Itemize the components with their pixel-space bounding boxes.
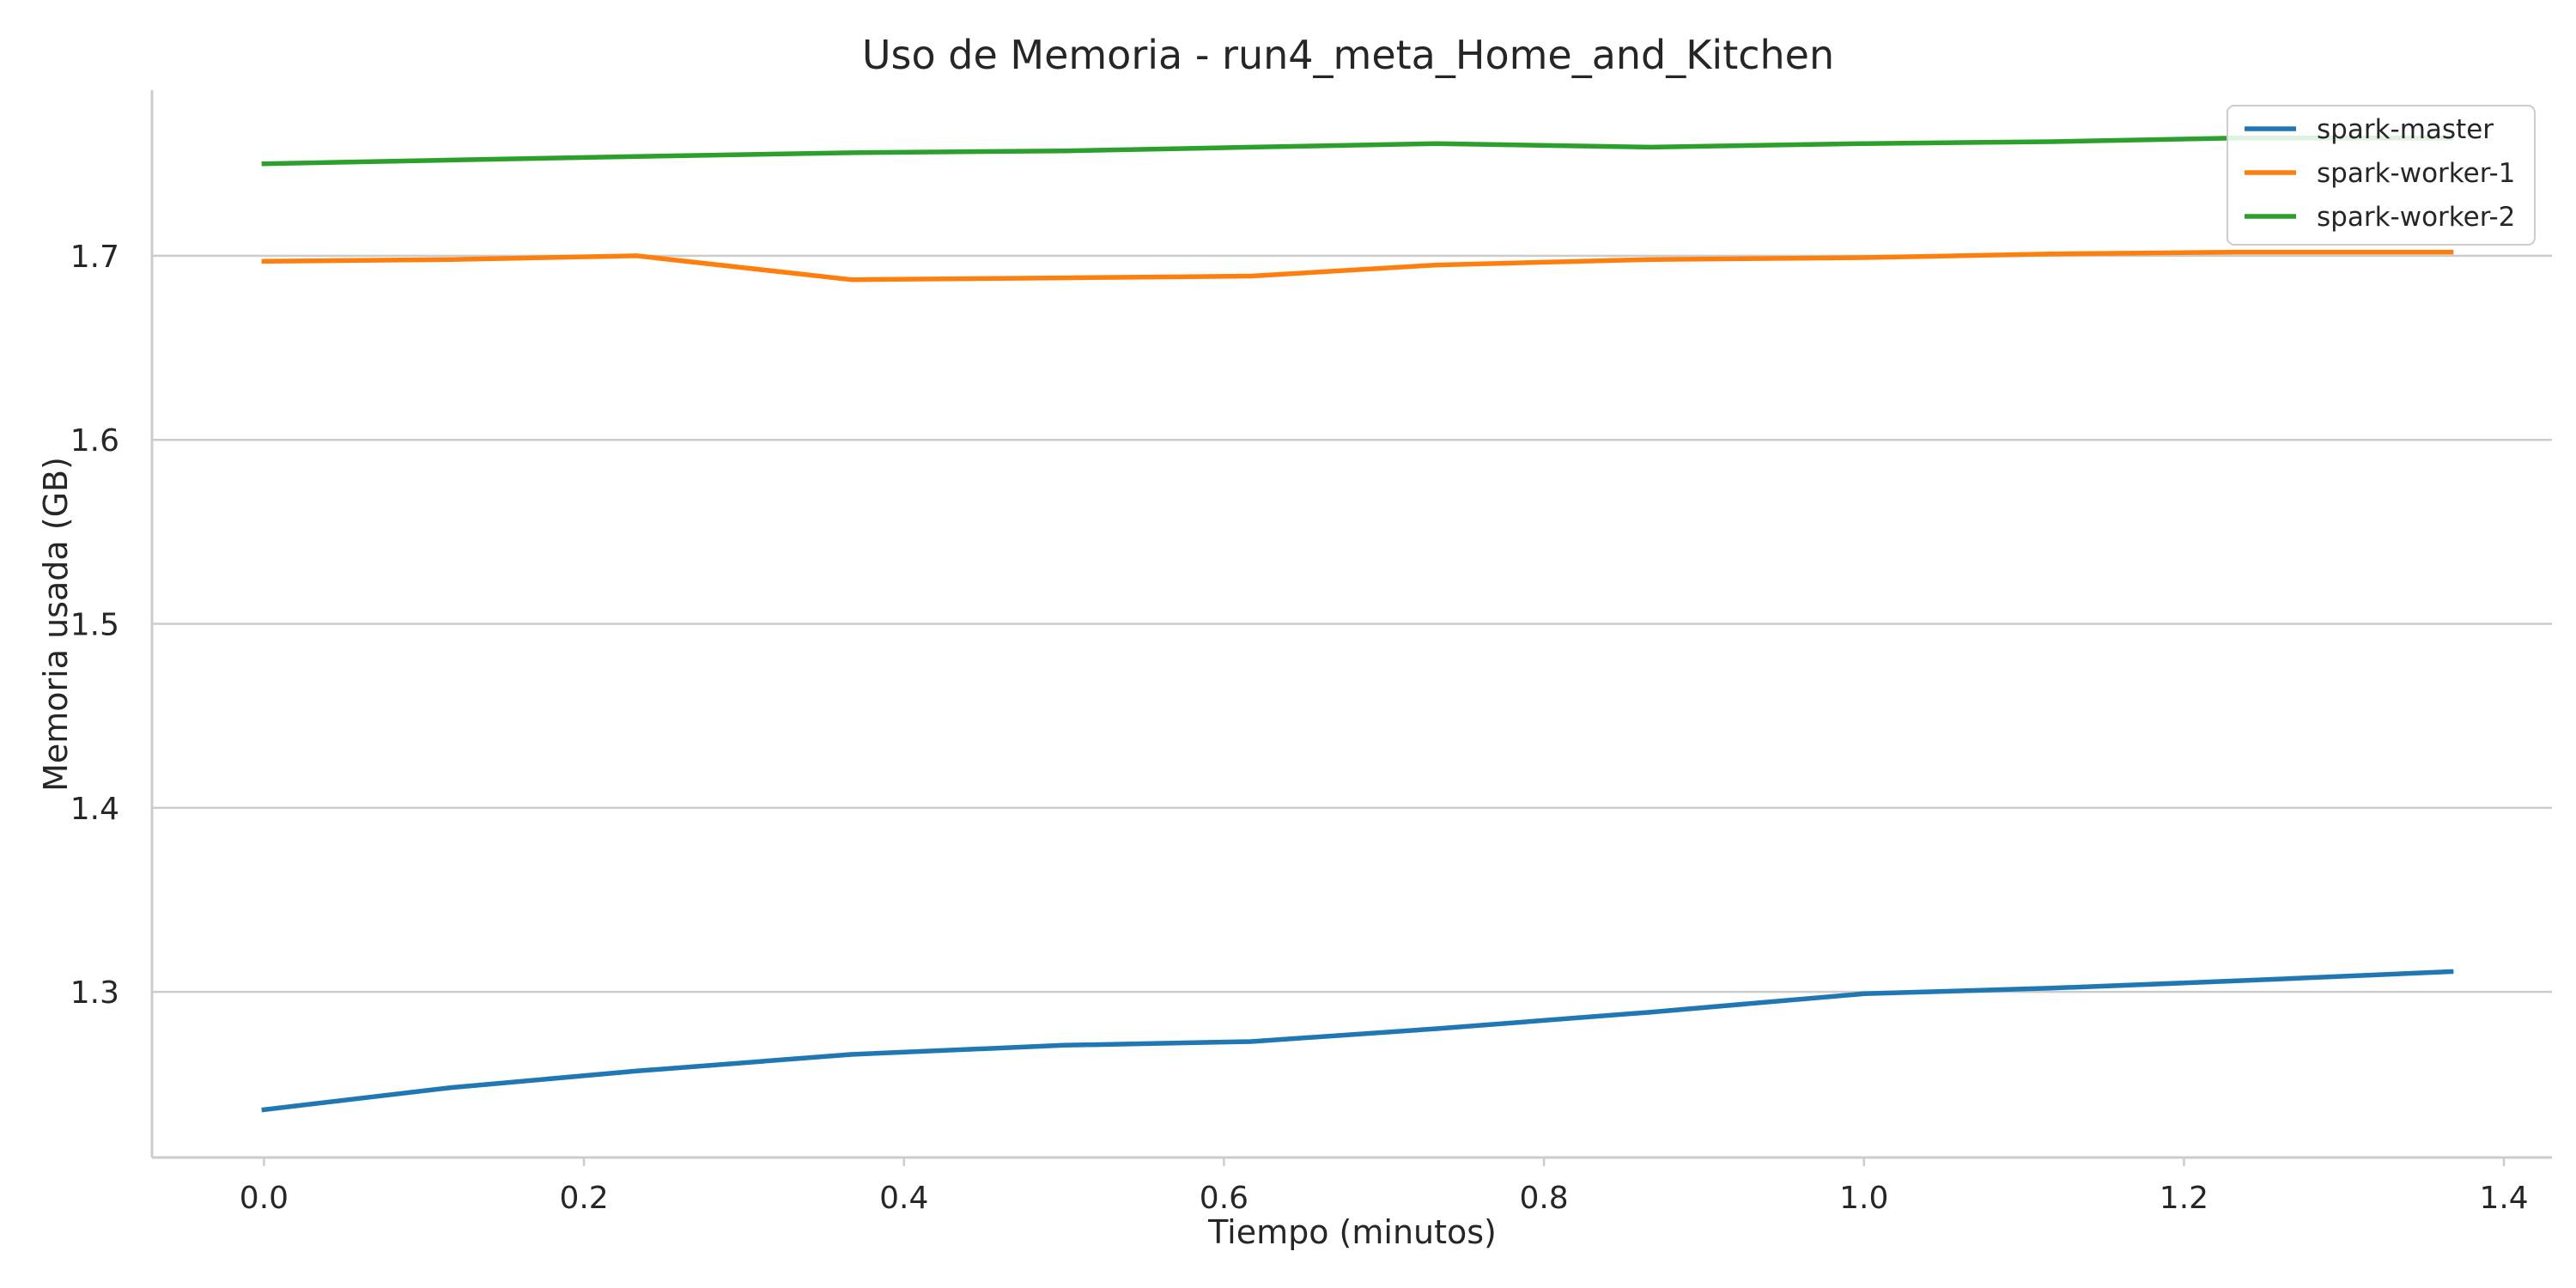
legend: spark-master spark-worker-1 spark-worker-2 [2227, 105, 2536, 246]
x-tick-label: 0.6 [1200, 1181, 1249, 1216]
series-line-spark-worker-1 [261, 249, 2454, 283]
x-tick-label: 1.0 [1839, 1181, 1888, 1216]
x-tick-label: 0.0 [240, 1181, 289, 1216]
grid-lines [152, 254, 2552, 993]
y-tick-label: 1.7 [70, 240, 119, 275]
x-tick-label: 1.4 [2479, 1181, 2528, 1216]
legend-label-spark-worker-1: spark-worker-1 [2317, 158, 2515, 189]
legend-label-spark-master: spark-master [2317, 114, 2494, 145]
x-tick-label: 1.2 [2160, 1181, 2208, 1216]
y-axis-ticks: 1.3 1.4 1.5 1.6 1.7 [70, 240, 119, 1011]
x-tick-label: 0.8 [1519, 1181, 1568, 1216]
y-tick-label: 1.6 [70, 423, 119, 459]
y-axis-label: Memoria usada (GB) [37, 457, 75, 792]
y-tick-label: 1.4 [70, 792, 119, 827]
x-axis-label: Tiempo (minutos) [1207, 1213, 1497, 1251]
x-tick-label: 0.2 [559, 1181, 608, 1216]
legend-frame [2227, 105, 2536, 246]
legend-label-spark-worker-2: spark-worker-2 [2317, 202, 2515, 233]
series-line-spark-master [261, 969, 2454, 1113]
series-lines [261, 135, 2454, 1113]
series-line-spark-worker-2 [261, 135, 2454, 167]
y-tick-label: 1.3 [70, 975, 119, 1011]
x-tick-label: 0.4 [879, 1181, 928, 1216]
legend-items: spark-master spark-worker-1 spark-worker-2 [2245, 114, 2515, 233]
x-axis-ticks: 0.0 0.2 0.4 0.6 0.8 1.0 1.2 1.4 [240, 1157, 2529, 1216]
y-tick-label: 1.5 [70, 608, 119, 643]
chart-title: Uso de Memoria - run4_meta_Home_and_Kitc… [862, 32, 1834, 78]
